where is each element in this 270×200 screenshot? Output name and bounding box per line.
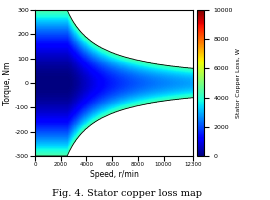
Y-axis label: Stator Copper Loss, W: Stator Copper Loss, W [236,48,241,118]
Y-axis label: Torque, Nm: Torque, Nm [3,61,12,105]
X-axis label: Speed, r/min: Speed, r/min [90,170,139,179]
Text: Fig. 4. Stator copper loss map: Fig. 4. Stator copper loss map [52,189,202,198]
